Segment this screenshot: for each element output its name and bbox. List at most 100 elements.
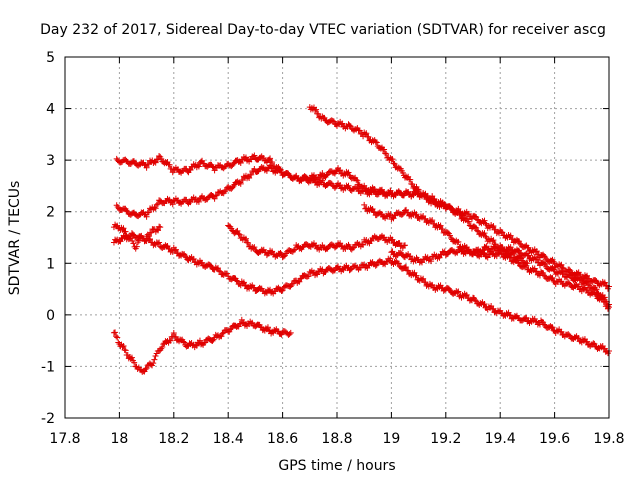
- x-axis-title: GPS time / hours: [278, 458, 395, 474]
- data-point: [156, 223, 163, 230]
- data-point: [347, 266, 354, 273]
- data-point: [230, 160, 237, 167]
- data-point: [248, 171, 255, 178]
- y-tick-label: -1: [41, 359, 55, 375]
- data-point: [227, 326, 234, 333]
- y-tick-label: 5: [46, 50, 55, 66]
- data-point: [490, 237, 497, 244]
- data-point: [143, 164, 150, 171]
- data-point: [169, 201, 176, 208]
- data-point: [386, 212, 393, 219]
- series-s4: [110, 316, 294, 375]
- data-point: [369, 205, 376, 212]
- data-point: [403, 264, 410, 271]
- data-point: [219, 330, 226, 337]
- data-point: [147, 236, 153, 243]
- data-point: [313, 106, 320, 113]
- data-point: [541, 260, 548, 267]
- y-tick-label: 3: [46, 153, 55, 169]
- data-point: [599, 295, 606, 302]
- data-point: [499, 229, 506, 236]
- x-tick-label: 19.8: [593, 431, 624, 447]
- data-point: [370, 208, 377, 215]
- data-point: [212, 192, 219, 199]
- data-point: [264, 324, 271, 331]
- data-point: [481, 301, 488, 308]
- data-point: [151, 356, 158, 363]
- data-point: [251, 244, 258, 251]
- x-tick-label: 19.4: [485, 431, 516, 447]
- data-point: [133, 243, 140, 250]
- data-point: [424, 192, 431, 199]
- series-s3: [110, 230, 612, 357]
- data-point: [172, 246, 179, 253]
- data-point: [128, 235, 135, 242]
- data-point: [474, 216, 481, 223]
- data-point: [332, 183, 339, 190]
- data-point: [286, 331, 293, 338]
- data-point: [441, 200, 448, 207]
- data-point: [135, 237, 142, 244]
- data-point: [496, 249, 503, 256]
- data-point: [591, 340, 598, 347]
- data-point: [532, 248, 539, 255]
- data-point: [142, 366, 149, 373]
- data-point: [472, 224, 479, 231]
- data-point: [509, 249, 516, 256]
- data-point: [407, 176, 414, 183]
- data-point: [345, 182, 352, 189]
- data-point: [195, 163, 202, 170]
- data-point: [128, 354, 135, 361]
- series-s5: [110, 221, 145, 252]
- data-point: [224, 270, 231, 277]
- data-point: [445, 285, 452, 292]
- data-point: [251, 152, 258, 159]
- data-point: [235, 323, 242, 330]
- data-point: [199, 157, 206, 164]
- x-tick-label: 17.8: [49, 431, 80, 447]
- data-point: [304, 273, 311, 280]
- data-point: [395, 260, 402, 267]
- data-point: [346, 122, 353, 129]
- data-point: [154, 200, 161, 207]
- data-point: [209, 163, 216, 170]
- data-point: [389, 156, 396, 163]
- data-point: [558, 328, 565, 335]
- data-point: [415, 186, 422, 193]
- y-tick-label: 2: [46, 205, 55, 221]
- data-point: [533, 255, 540, 262]
- data-point: [482, 220, 489, 227]
- data-point: [288, 281, 295, 288]
- data-point: [439, 226, 446, 233]
- data-point: [455, 208, 462, 215]
- y-tick-label: 1: [46, 256, 55, 272]
- data-point: [355, 181, 362, 188]
- x-tick-label: 18.4: [213, 431, 244, 447]
- data-point: [285, 170, 292, 177]
- data-points: [110, 104, 612, 375]
- data-point: [278, 287, 285, 294]
- data-point: [363, 130, 370, 137]
- data-point: [473, 224, 480, 231]
- data-point: [336, 167, 343, 174]
- data-point: [373, 139, 380, 146]
- data-point: [474, 227, 481, 234]
- data-point: [356, 127, 363, 134]
- data-point: [171, 247, 178, 254]
- series-s6: [143, 223, 164, 240]
- series-s9: [361, 201, 612, 312]
- data-point: [532, 256, 539, 263]
- y-axis-title: SDTVAR / TECUs: [7, 181, 23, 296]
- data-point: [130, 240, 137, 247]
- data-point: [455, 238, 462, 245]
- data-point: [465, 210, 472, 217]
- data-point: [245, 239, 252, 246]
- data-point: [481, 230, 488, 237]
- data-point: [455, 288, 462, 295]
- data-point: [195, 198, 202, 205]
- data-point: [391, 160, 398, 167]
- data-point: [549, 324, 556, 331]
- data-point: [489, 238, 496, 245]
- data-point: [442, 203, 449, 210]
